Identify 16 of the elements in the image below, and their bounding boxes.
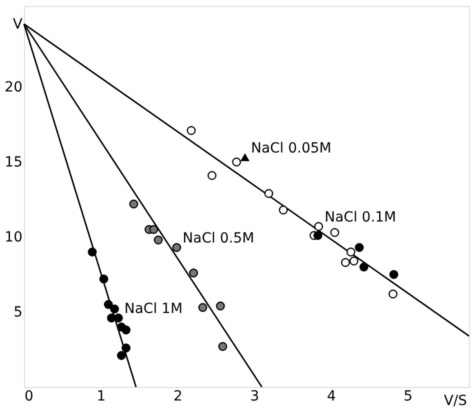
x-tick-label: 4 bbox=[326, 388, 336, 404]
y-tick-label: 5 bbox=[14, 304, 22, 320]
annotation: NaCl 1M bbox=[124, 301, 183, 317]
x-tick-label: 1 bbox=[96, 388, 106, 404]
annotation: NaCl 0.1M bbox=[324, 210, 396, 226]
x-tick-label: 2 bbox=[173, 388, 182, 404]
y-tick-label: 15 bbox=[4, 154, 22, 170]
y-tick-label: 10 bbox=[4, 230, 22, 246]
x-tick-label: 3 bbox=[250, 388, 260, 404]
y-tick-label: V bbox=[12, 16, 23, 32]
x-tick-label: 5 bbox=[404, 388, 413, 404]
annotation: NaCl 0.05M bbox=[250, 140, 332, 156]
x-axis-title: V/S bbox=[444, 393, 468, 409]
y-tick-label: 20 bbox=[4, 80, 22, 96]
x-tick-label: 0 bbox=[24, 388, 34, 404]
annotation: NaCl 0.5M bbox=[182, 230, 254, 246]
